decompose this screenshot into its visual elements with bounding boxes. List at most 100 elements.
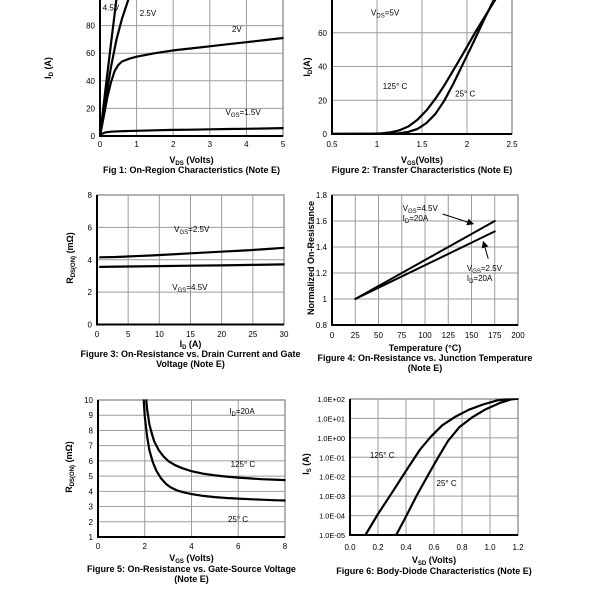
x-tick-label: 0.8 xyxy=(456,543,468,552)
y-tick-label: 8 xyxy=(89,426,94,435)
x-tick-label: 30 xyxy=(280,330,289,339)
y-tick-label: 1.0E+00 xyxy=(317,434,345,443)
fig6-y-axis-label: IS (A) xyxy=(301,453,313,475)
y-tick-label: 20 xyxy=(86,104,95,113)
fig5-caption: (Note E) xyxy=(174,574,209,584)
x-tick-label: 0 xyxy=(95,330,100,339)
x-tick-label: 5 xyxy=(126,330,131,339)
y-tick-label: 9 xyxy=(89,411,94,420)
fig3-on-resistance-vs-drain-current-and-gate-voltage-note-e: 0 5 10 15 20 25 30 0 2 4 6 8 ID (A) RDS(ON) (mΩ) Figur… xyxy=(65,191,301,369)
fig1-y-axis-label: ID (A) xyxy=(43,57,55,79)
x-tick-label: 0 xyxy=(330,331,335,340)
fig6-caption: Figure 6: Body-Diode Characteristics (No… xyxy=(336,566,532,576)
y-tick-label: 1.0E-04 xyxy=(319,512,345,521)
x-tick-label: 1.2 xyxy=(512,543,524,552)
y-tick-label: 3 xyxy=(89,503,94,512)
fig3-curve-vgs-4-5v xyxy=(99,263,285,268)
y-tick-label: 0.8 xyxy=(316,321,328,330)
fig5-curve-125-c xyxy=(145,399,286,482)
x-tick-label: 0.0 xyxy=(344,543,356,552)
fig5-on-resistance-vs-gate-source-voltage-note-e: 0 2 4 6 8 1 2 3 4 5 6 7 8 9 10 VGS (Volts) RDS(ON) (mΩ) F… xyxy=(64,396,296,584)
y-tick-label: 1.0E+02 xyxy=(317,395,345,404)
fig6-x-axis-label: VSD (Volts) xyxy=(412,555,456,567)
x-tick-label: 2 xyxy=(465,140,470,149)
x-tick-label: 200 xyxy=(511,331,525,340)
fig1-on-region-characteristics-note-e: 0 1 2 3 4 5 0 20 40 60 80 VDS (Volts) ID (A) Fig 1: O… xyxy=(43,0,286,175)
fig3-curve-vgs-2-5v xyxy=(99,246,285,259)
fig3-curve-label-1: VGS=4.5V xyxy=(172,283,208,294)
y-tick-label: 1.0E-03 xyxy=(319,492,345,501)
fig1-curve-label-0: 4.5V xyxy=(103,4,120,13)
fig4-x-axis-label: Temperature (°C) xyxy=(389,343,461,353)
y-tick-label: 6 xyxy=(89,457,94,466)
y-tick-label: 8 xyxy=(88,191,93,200)
y-tick-label: 20 xyxy=(318,96,327,105)
x-tick-label: 2.5 xyxy=(506,140,518,149)
x-tick-label: 20 xyxy=(217,330,226,339)
y-tick-label: 4 xyxy=(88,256,93,265)
x-tick-label: 25 xyxy=(351,331,360,340)
x-tick-label: 1.0 xyxy=(484,543,496,552)
fig5-curve-label-2: 25° C xyxy=(228,515,248,524)
fig4-curve-label-2: VGS=2.5V xyxy=(467,264,503,275)
fig2-y-axis-label: ID(A) xyxy=(302,57,314,76)
y-tick-label: 1.6 xyxy=(316,217,328,226)
x-tick-label: 3 xyxy=(208,140,213,149)
fig1-x-axis-label: VDS (Volts) xyxy=(169,155,213,167)
y-tick-label: 2 xyxy=(88,288,93,297)
y-tick-label: 1.0E-05 xyxy=(319,531,345,540)
y-tick-label: 1 xyxy=(323,295,328,304)
y-tick-label: 10 xyxy=(84,396,93,405)
fig4-on-resistance-vs-junction-temperature-note-e: 0 25 50 75 100 125 150 175 200 0.8 1 1.2 1.4 1.6 1.8 Te… xyxy=(306,191,532,373)
x-tick-label: 0.6 xyxy=(428,543,440,552)
fig5-curve-label-1: 125° C xyxy=(231,460,256,469)
x-tick-label: 25 xyxy=(248,330,257,339)
fig5-curve-label-0: ID=20A xyxy=(229,407,255,418)
x-tick-label: 4 xyxy=(189,542,194,551)
y-tick-label: 1.4 xyxy=(316,243,328,252)
fig2-curve-25-c xyxy=(331,0,496,135)
fig3-y-axis-label: RDS(ON) (mΩ) xyxy=(65,232,77,284)
fig6-body-diode-characteristics-note-e: 0.0 0.2 0.4 0.6 0.8 1.0 1.2 1.0E+02 1.0E+01 1.0E+… xyxy=(301,395,532,576)
x-tick-label: 1.5 xyxy=(416,140,428,149)
y-tick-label: 1.0E-01 xyxy=(319,453,345,462)
x-tick-label: 15 xyxy=(186,330,195,339)
y-tick-label: 5 xyxy=(89,472,94,481)
x-tick-label: 6 xyxy=(236,542,241,551)
fig1-caption: Fig 1: On-Region Characteristics (Note E… xyxy=(103,165,280,175)
x-tick-label: 1 xyxy=(375,140,380,149)
y-tick-label: 0 xyxy=(88,321,93,330)
fig5-curve-25-c xyxy=(142,399,286,502)
fig6-curve-125-c xyxy=(364,398,519,536)
x-tick-label: 0.5 xyxy=(326,140,338,149)
x-tick-label: 4 xyxy=(244,140,249,149)
x-tick-label: 8 xyxy=(283,542,288,551)
y-tick-label: 4 xyxy=(89,487,94,496)
y-tick-label: 60 xyxy=(318,29,327,38)
fig2-curve-label-2: 25° C xyxy=(455,90,475,99)
x-tick-label: 100 xyxy=(418,331,432,340)
fig1-curve-vgs-4-5v xyxy=(99,0,118,137)
fig1-curve-label-1: 2.5V xyxy=(140,9,157,18)
fig2-caption: Figure 2: Transfer Characteristics (Note… xyxy=(332,165,513,175)
x-tick-label: 10 xyxy=(155,330,164,339)
fig4-caption: Figure 4: On-Resistance vs. Junction Tem… xyxy=(318,353,533,363)
x-tick-label: 0 xyxy=(96,542,101,551)
fig3-caption: Voltage (Note E) xyxy=(156,359,225,369)
x-tick-label: 2 xyxy=(143,542,148,551)
fig6-curve-25-c xyxy=(395,398,519,536)
fig1-curve-vgs-2-5v xyxy=(99,0,130,137)
y-tick-label: 1 xyxy=(89,533,94,542)
x-tick-label: 2 xyxy=(171,140,176,149)
fig4-caption: (Note E) xyxy=(408,363,443,373)
y-tick-label: 6 xyxy=(88,223,93,232)
x-tick-label: 50 xyxy=(374,331,383,340)
fig1-curve-label-2: 2V xyxy=(232,25,242,34)
fig4-curve-label-3: ID=20A xyxy=(467,274,493,285)
fig1-curve-vgs-1-5v xyxy=(99,127,284,137)
fig5-y-axis-label: RDS(ON) (mΩ) xyxy=(64,441,76,493)
fig2-curve-label-1: 125° C xyxy=(383,82,408,91)
x-tick-label: 0.2 xyxy=(372,543,384,552)
